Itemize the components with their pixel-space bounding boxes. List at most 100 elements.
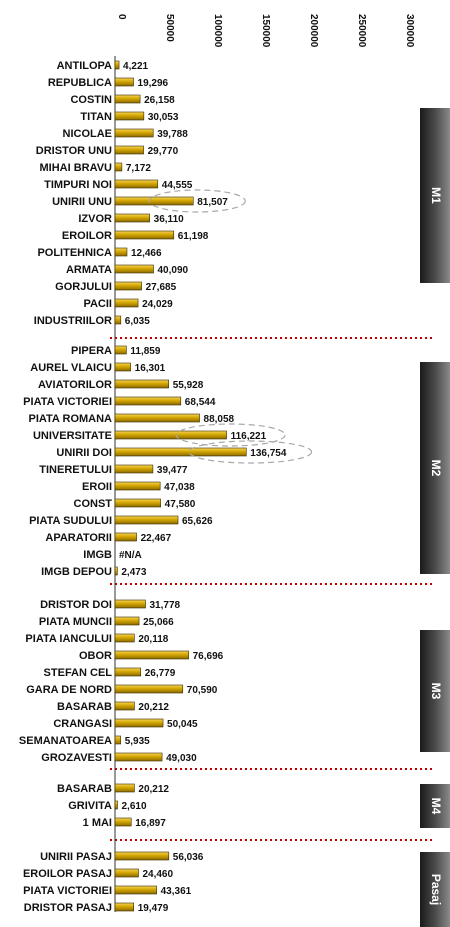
category-label: MIHAI BRAVU [39, 162, 112, 174]
bar [114, 264, 154, 274]
value-label: 39,477 [157, 465, 188, 476]
bar [114, 566, 118, 576]
category-label: UNIRII PASAJ [40, 851, 112, 863]
value-label: 5,935 [125, 736, 150, 747]
category-label: DRISTOR PASAJ [24, 902, 112, 914]
value-label: 50,045 [167, 719, 198, 730]
group-boxes: M1 M2 M3 M4 Pasaj [110, 108, 450, 927]
value-label: 26,158 [144, 95, 175, 106]
value-label: 16,301 [135, 363, 166, 374]
value-label: 36,110 [154, 214, 184, 225]
category-label: AVIATORILOR [38, 379, 112, 391]
bar [114, 345, 127, 355]
value-label: 81,507 [197, 197, 228, 208]
value-label: 19,479 [138, 903, 169, 914]
value-label: 31,778 [150, 600, 181, 611]
bar [114, 213, 150, 223]
value-label: 30,053 [148, 112, 179, 123]
group-box [420, 630, 450, 752]
category-label: PACII [83, 298, 112, 310]
x-tick-label: 0 [116, 14, 127, 20]
bar [114, 77, 134, 87]
bar [114, 735, 121, 745]
group-label: M3 [429, 683, 443, 700]
value-label: 76,696 [193, 651, 224, 662]
bar [114, 94, 141, 104]
bar [114, 179, 159, 189]
category-label: BASARAB [57, 783, 112, 795]
x-tick-label: 200000 [308, 14, 319, 48]
bar [114, 379, 169, 389]
category-label: GORJULUI [55, 281, 112, 293]
value-label: 44,555 [162, 180, 193, 191]
category-label: IMGB [83, 549, 112, 561]
bar [114, 111, 145, 121]
group-box [420, 784, 450, 828]
bar [114, 60, 120, 70]
value-label: 20,212 [138, 784, 169, 795]
value-label: 11,859 [130, 346, 160, 357]
bar [114, 885, 157, 895]
group-box [420, 852, 450, 927]
bar [114, 315, 122, 325]
value-label: 6,035 [125, 316, 150, 327]
x-tick-label: 150000 [260, 14, 271, 48]
category-label: ARMATA [66, 264, 112, 276]
value-labels: 4,221 19,296 26,158 30,053 39,788 29,770 7,172… [119, 61, 313, 914]
category-label: GROZAVESTI [41, 752, 112, 764]
bar [114, 868, 139, 878]
bar [114, 298, 139, 308]
bar [114, 616, 140, 626]
value-label: 116,221 [231, 431, 267, 442]
bar [114, 464, 154, 474]
value-label: 26,779 [145, 668, 176, 679]
bar [114, 247, 128, 257]
bar [114, 362, 131, 372]
value-label: 7,172 [126, 163, 151, 174]
group-label: M1 [429, 187, 443, 204]
category-label: PIATA MUNCII [39, 616, 112, 628]
value-label: 136,754 [250, 448, 287, 459]
value-label: 20,118 [138, 634, 168, 645]
category-label: PIATA IANCULUI [25, 633, 112, 645]
category-labels: ANTILOPA REPUBLICA COSTIN TITAN NICOLAE DRIST… [19, 60, 112, 914]
value-label: 49,030 [166, 753, 197, 764]
value-label: 24,029 [142, 299, 173, 310]
bar [114, 196, 194, 206]
category-label: 1 MAI [83, 817, 112, 829]
category-label: SEMANATOAREA [19, 735, 112, 747]
bar [114, 752, 163, 762]
x-tick-label: 100000 [212, 14, 223, 48]
category-label: COSTIN [70, 94, 112, 106]
category-label: IZVOR [78, 213, 112, 225]
value-label: #N/A [119, 550, 142, 561]
category-label: DRISTOR DOI [40, 599, 112, 611]
value-label: 88,058 [204, 414, 235, 425]
bar [114, 498, 161, 508]
category-label: AUREL VLAICU [30, 362, 112, 374]
category-label: ANTILOPA [57, 60, 112, 72]
value-label: 12,466 [131, 248, 162, 259]
category-label: TIMPURI NOI [44, 179, 112, 191]
bar [114, 718, 164, 728]
value-label: 47,038 [164, 482, 195, 493]
value-label: 65,626 [182, 516, 213, 527]
bar [114, 430, 227, 440]
bar [114, 145, 144, 155]
category-label: EROILOR [62, 230, 112, 242]
value-label: 4,221 [123, 61, 148, 72]
bar [114, 396, 182, 406]
group-label: M2 [429, 460, 443, 477]
bar [114, 800, 118, 810]
bar [114, 515, 179, 525]
value-label: 40,090 [157, 265, 188, 276]
category-label: OBOR [79, 650, 112, 662]
bar [114, 817, 132, 827]
value-label: 39,788 [157, 129, 188, 140]
category-label: POLITEHNICA [37, 247, 112, 259]
bar [114, 230, 175, 240]
value-label: 56,036 [173, 852, 204, 863]
value-label: 20,212 [138, 702, 169, 713]
bar [114, 162, 123, 172]
